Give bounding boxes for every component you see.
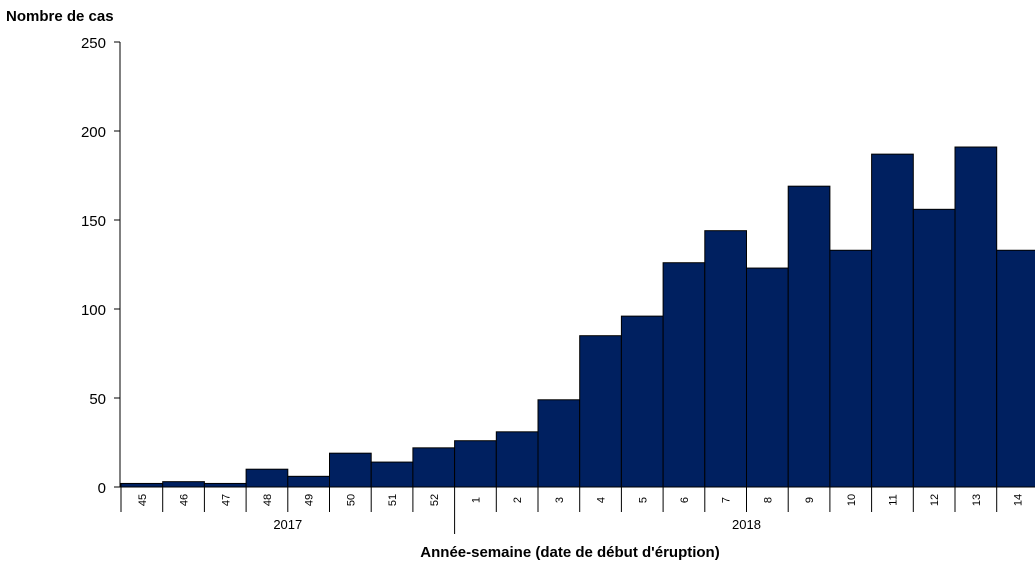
x-tick-label: 6 — [679, 497, 691, 503]
bar — [162, 481, 205, 488]
x-tick-label: 5 — [637, 497, 649, 503]
bar — [620, 315, 664, 488]
x-tick-label: 49 — [304, 494, 316, 506]
bar — [746, 267, 789, 488]
bar — [412, 447, 456, 488]
year-label: 2018 — [732, 517, 761, 532]
year-label: 2017 — [273, 517, 302, 532]
y-axis: 0 50 100 150 200 250 — [81, 35, 121, 497]
bars — [120, 146, 1035, 488]
x-tick-label: 8 — [762, 497, 774, 503]
y-tick-label: 150 — [81, 213, 106, 230]
bar — [245, 468, 289, 488]
y-tick-label: 50 — [89, 391, 106, 408]
x-tick-label: 3 — [554, 497, 566, 503]
bar — [954, 146, 998, 488]
bar — [495, 431, 539, 488]
x-tick-label: 14 — [1013, 494, 1025, 506]
bar — [370, 461, 414, 488]
x-tick-label: 51 — [387, 494, 399, 506]
y-tick-label: 250 — [81, 35, 106, 52]
x-tick-label: 52 — [429, 494, 441, 506]
bar — [787, 185, 831, 488]
x-tick-label: 2 — [512, 497, 524, 503]
x-tick-label: 45 — [137, 494, 149, 506]
bar — [579, 335, 622, 488]
x-axis-label: Année-semaine (date de début d'éruption) — [420, 544, 719, 561]
x-tick-label: 4 — [596, 497, 608, 503]
bar — [996, 249, 1035, 488]
y-tick-label: 100 — [81, 302, 106, 319]
bar — [203, 482, 247, 488]
x-tick-label: 47 — [220, 494, 232, 506]
x-tick-label: 11 — [887, 494, 899, 505]
bar — [871, 153, 914, 488]
bar — [454, 440, 497, 488]
x-tick-label: 50 — [345, 494, 357, 506]
bar — [329, 452, 372, 488]
bar — [287, 475, 330, 488]
y-axis-label: Nombre de cas — [6, 8, 114, 25]
x-tick-label: 7 — [721, 497, 733, 503]
bar — [537, 399, 581, 488]
bar — [120, 482, 164, 488]
bar — [704, 230, 747, 488]
x-tick-label: 9 — [804, 497, 816, 503]
x-tick-label: 48 — [262, 494, 274, 506]
y-tick-label: 200 — [81, 124, 106, 141]
x-tick-label: 10 — [846, 494, 858, 506]
x-tick-label: 13 — [971, 494, 983, 506]
y-tick-label: 0 — [98, 480, 106, 497]
x-tick-label: 1 — [470, 497, 482, 503]
x-tick-label: 46 — [179, 494, 191, 506]
bar — [912, 208, 956, 488]
bar — [662, 262, 706, 488]
bar — [829, 249, 873, 488]
x-tick-label: 12 — [929, 494, 941, 506]
